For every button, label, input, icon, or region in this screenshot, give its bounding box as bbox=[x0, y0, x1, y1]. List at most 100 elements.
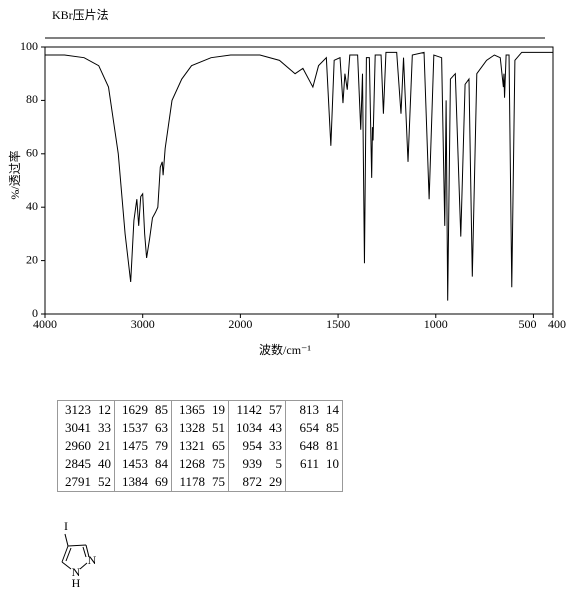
wavenumber: 939 bbox=[242, 456, 263, 471]
peak-entry: 1328 51 bbox=[175, 419, 225, 437]
x-tick-label: 400 bbox=[548, 317, 566, 331]
wavenumber: 1453 bbox=[122, 456, 148, 471]
peak-entry: 1365 19 bbox=[175, 401, 225, 419]
y-tick-label: 40 bbox=[26, 199, 38, 213]
transmittance: 75 bbox=[212, 474, 225, 489]
wavenumber: 3041 bbox=[65, 420, 91, 435]
transmittance: 65 bbox=[212, 438, 225, 453]
spectrum-line bbox=[45, 51, 553, 301]
wavenumber: 1268 bbox=[179, 456, 205, 471]
wavenumber: 1537 bbox=[122, 420, 148, 435]
wavenumber: 1034 bbox=[236, 420, 262, 435]
wavenumber: 1365 bbox=[179, 402, 205, 417]
peak-entry: 1268 75 bbox=[175, 455, 225, 473]
peak-entry: 1453 84 bbox=[118, 455, 168, 473]
peak-entry: 954 33 bbox=[232, 437, 283, 455]
transmittance: 33 bbox=[269, 438, 282, 453]
transmittance: 21 bbox=[98, 438, 111, 453]
wavenumber: 1178 bbox=[179, 474, 205, 489]
peak-entry: 2845 40 bbox=[61, 455, 111, 473]
transmittance: 52 bbox=[98, 474, 111, 489]
transmittance: 10 bbox=[326, 456, 339, 471]
wavenumber: 3123 bbox=[65, 402, 91, 417]
table-column: 1142 57 1034 43 954 33 939 5 872 29 bbox=[228, 400, 286, 492]
transmittance: 51 bbox=[212, 420, 225, 435]
peak-entry: 3123 12 bbox=[61, 401, 111, 419]
chart-title: KBr压片法 bbox=[52, 8, 109, 22]
wavenumber: 1142 bbox=[236, 402, 262, 417]
transmittance: 79 bbox=[155, 438, 168, 453]
wavenumber: 2791 bbox=[65, 474, 91, 489]
table-column: 1629 85 1537 63 1475 79 1453 84 1384 69 bbox=[114, 400, 172, 492]
y-axis-label: %/透过率 bbox=[7, 150, 22, 199]
atom-label: N bbox=[72, 565, 81, 579]
table-column: 3123 12 3041 33 2960 21 2845 40 2791 52 bbox=[57, 400, 115, 492]
wavenumber: 813 bbox=[299, 402, 320, 417]
y-tick-label: 0 bbox=[32, 306, 38, 320]
wavenumber: 1629 bbox=[122, 402, 148, 417]
peak-entry: 654 85 bbox=[289, 419, 340, 437]
wavenumber: 1321 bbox=[179, 438, 205, 453]
atom-label: I bbox=[64, 519, 68, 533]
transmittance: 84 bbox=[155, 456, 168, 471]
x-tick-label: 3000 bbox=[131, 317, 155, 331]
atom-label: N bbox=[88, 553, 97, 567]
bonds bbox=[61, 533, 90, 570]
peak-entry: 813 14 bbox=[289, 401, 340, 419]
wavenumber: 1328 bbox=[179, 420, 205, 435]
peak-entry: 872 29 bbox=[232, 473, 283, 491]
transmittance: 29 bbox=[269, 474, 282, 489]
wavenumber: 2960 bbox=[65, 438, 91, 453]
table-column: 1365 19 1328 51 1321 65 1268 75 1178 75 bbox=[171, 400, 229, 492]
transmittance: 63 bbox=[155, 420, 168, 435]
peak-entry: 1142 57 bbox=[232, 401, 282, 419]
transmittance: 85 bbox=[326, 420, 339, 435]
x-tick-label: 500 bbox=[518, 317, 536, 331]
peak-entry: 611 10 bbox=[289, 455, 339, 473]
transmittance: 14 bbox=[326, 402, 339, 417]
peak-entry: 648 81 bbox=[289, 437, 340, 455]
peak-entry: 1321 65 bbox=[175, 437, 225, 455]
peak-entry: 1475 79 bbox=[118, 437, 168, 455]
transmittance: 33 bbox=[98, 420, 111, 435]
peak-entry: 1537 63 bbox=[118, 419, 168, 437]
x-tick-label: 2000 bbox=[228, 317, 252, 331]
wavenumber: 954 bbox=[242, 438, 263, 453]
wavenumber: 2845 bbox=[65, 456, 91, 471]
x-tick-label: 1500 bbox=[326, 317, 350, 331]
transmittance: 57 bbox=[269, 402, 282, 417]
peak-entry: 1629 85 bbox=[118, 401, 168, 419]
transmittance: 75 bbox=[212, 456, 225, 471]
wavenumber: 611 bbox=[299, 456, 319, 471]
transmittance: 5 bbox=[275, 456, 283, 471]
wavenumber: 1384 bbox=[122, 474, 148, 489]
x-tick-label: 1000 bbox=[424, 317, 448, 331]
transmittance: 12 bbox=[98, 402, 111, 417]
structure: I N N H bbox=[61, 519, 97, 590]
y-tick-label: 80 bbox=[26, 92, 38, 106]
peak-entry: 3041 33 bbox=[61, 419, 111, 437]
chart: KBr压片法 波数/cm⁻¹ %/透过率 0 20 40 60 80 100 4000 300… bbox=[7, 8, 566, 357]
peak-table: 3123 12 3041 33 2960 21 2845 40 2791 52 1629 85 1537… bbox=[57, 400, 343, 492]
transmittance: 85 bbox=[155, 402, 168, 417]
transmittance: 40 bbox=[98, 456, 111, 471]
wavenumber: 654 bbox=[299, 420, 320, 435]
peak-entry: 2791 52 bbox=[61, 473, 111, 491]
peak-entry: 939 5 bbox=[232, 455, 283, 473]
transmittance: 43 bbox=[269, 420, 282, 435]
peak-entry: 1178 75 bbox=[175, 473, 225, 491]
transmittance: 81 bbox=[326, 438, 339, 453]
table-column: 813 14 654 85 648 81 611 10 bbox=[285, 400, 343, 492]
y-tick-label: 60 bbox=[26, 146, 38, 160]
peak-entry: 1034 43 bbox=[232, 419, 282, 437]
transmittance: 19 bbox=[212, 402, 225, 417]
x-tick-label: 4000 bbox=[33, 317, 57, 331]
peak-entry: 1384 69 bbox=[118, 473, 168, 491]
wavenumber: 648 bbox=[299, 438, 320, 453]
wavenumber: 1475 bbox=[122, 438, 148, 453]
y-tick-label: 100 bbox=[20, 39, 38, 53]
wavenumber: 872 bbox=[242, 474, 263, 489]
plot-frame bbox=[44, 46, 554, 315]
transmittance: 69 bbox=[155, 474, 168, 489]
